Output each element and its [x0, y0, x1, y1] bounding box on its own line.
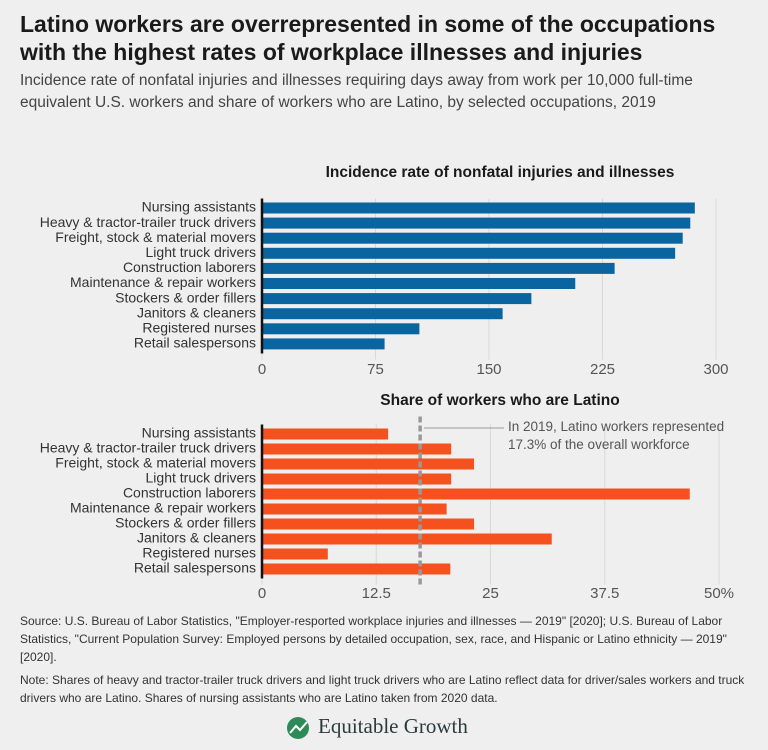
x-tick-label: 0 — [258, 585, 266, 602]
source: Source: U.S. Bureau of Labor Statistics,… — [20, 614, 727, 664]
x-tick-label: 225 — [590, 361, 615, 378]
x-tick-label: 12.5 — [362, 585, 391, 602]
y-tick-label: Heavy & tractor-trailer truck drivers — [40, 440, 256, 456]
y-tick-label: Maintenance & repair workers — [70, 500, 256, 516]
y-tick-label: Freight, stock & material movers — [55, 229, 256, 245]
y-tick-label: Light truck drivers — [146, 244, 256, 260]
bar — [262, 533, 552, 545]
bar — [262, 262, 615, 274]
y-tick-label: Stockers & order fillers — [115, 289, 256, 305]
bar — [262, 488, 690, 500]
bar — [262, 428, 389, 440]
x-tick-label: 300 — [703, 361, 728, 378]
y-tick-label: Registered nurses — [142, 320, 256, 336]
y-tick-label: Nursing assistants — [142, 425, 256, 441]
y-tick-label: Nursing assistants — [142, 199, 256, 215]
x-tick-label: 50% — [704, 585, 734, 602]
logo-icon-arrow — [289, 721, 308, 734]
bar — [262, 293, 532, 305]
y-tick-label: Construction laborers — [123, 259, 256, 275]
bar — [262, 563, 451, 575]
annotation: In 2019, Latino workers represented 17.3… — [508, 419, 725, 452]
bar — [262, 308, 503, 320]
y-tick-label: Stockers & order fillers — [115, 515, 256, 531]
bar — [262, 473, 452, 485]
bar — [262, 278, 576, 289]
y-tick-label: Freight, stock & material movers — [55, 455, 256, 471]
y-tick-label: Construction laborers — [123, 485, 256, 501]
y-tick-label: Light truck drivers — [146, 470, 256, 486]
chart-title: Incidence rate of nonfatal injuries and … — [326, 164, 675, 181]
bar — [262, 217, 691, 229]
bar — [262, 202, 695, 214]
y-tick-label: Retail salespersons — [134, 335, 256, 351]
x-tick-label: 75 — [367, 361, 384, 378]
logo: Equitable Growth — [318, 714, 468, 738]
y-tick-label: Janitors & cleaners — [137, 304, 256, 320]
bar — [262, 443, 452, 455]
bar — [262, 323, 420, 335]
y-tick-label: Maintenance & repair workers — [70, 274, 256, 290]
bar — [262, 232, 683, 244]
y-tick-label: Janitors & cleaners — [137, 530, 256, 546]
y-tick-label: Retail salespersons — [134, 560, 256, 576]
y-tick-label: Registered nurses — [142, 545, 256, 561]
chart-title: Share of workers who are Latino — [380, 392, 619, 409]
y-tick-label: Heavy & tractor-trailer truck drivers — [40, 214, 256, 230]
note: Note: Shares of heavy and tractor-traile… — [20, 673, 745, 705]
bar — [262, 548, 328, 560]
bar — [262, 503, 447, 515]
x-tick-label: 150 — [476, 361, 501, 378]
bar — [262, 518, 475, 530]
x-tick-label: 0 — [258, 361, 266, 378]
subtitle: Incidence rate of nonfatal injuries and … — [20, 72, 693, 111]
bar — [262, 338, 385, 350]
x-tick-label: 37.5 — [590, 585, 619, 602]
bar — [262, 458, 475, 470]
title: Latino workers are overrepresented in so… — [20, 11, 716, 65]
bar — [262, 247, 676, 259]
x-tick-label: 25 — [482, 585, 499, 602]
